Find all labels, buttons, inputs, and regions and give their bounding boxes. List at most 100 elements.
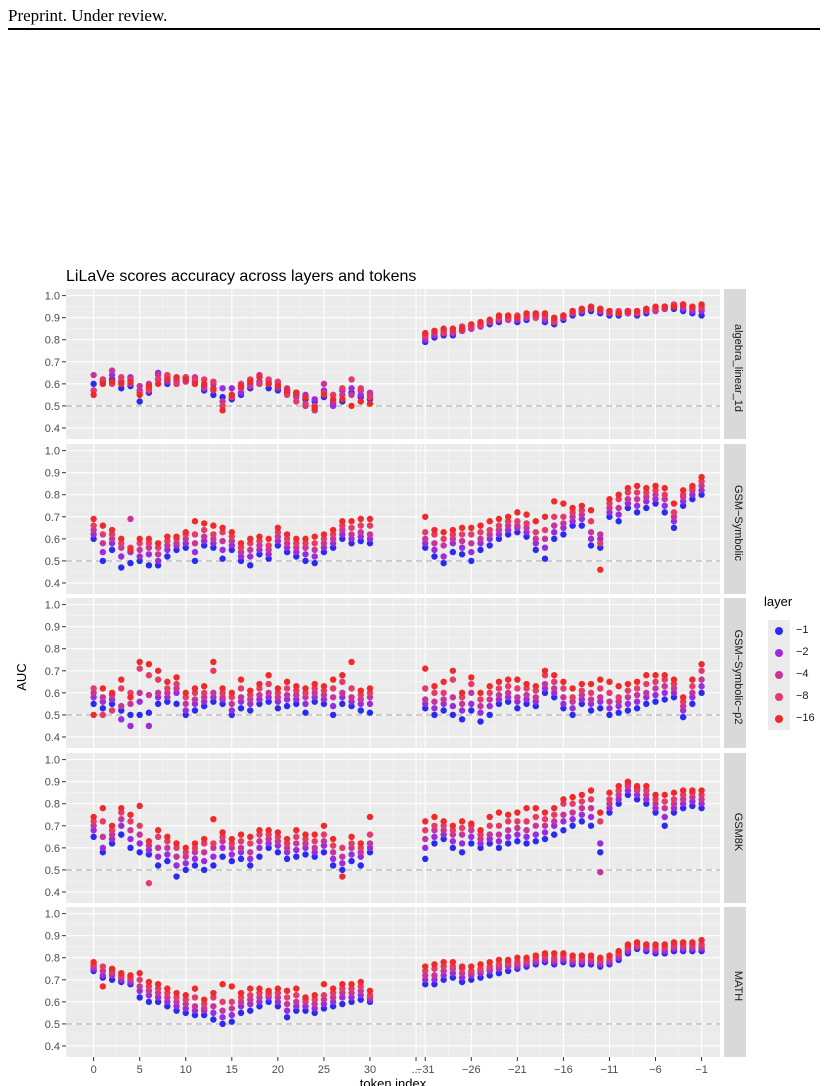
data-point: [495, 696, 503, 703]
data-point: [108, 526, 116, 534]
data-point: [569, 307, 576, 315]
data-point: [293, 985, 300, 992]
data-point: [90, 958, 97, 966]
data-point: [90, 833, 97, 841]
data-point: [495, 956, 503, 964]
data-point: [541, 555, 549, 562]
data-point: [219, 685, 226, 692]
data-point: [431, 531, 438, 538]
data-point: [578, 522, 586, 529]
data-point: [366, 389, 374, 396]
data-point: [283, 391, 291, 399]
data-point: [127, 711, 134, 719]
data-point: [274, 382, 282, 390]
data-point: [643, 800, 650, 807]
data-point: [477, 522, 484, 529]
data-point: [237, 998, 245, 1006]
data-point: [633, 796, 641, 803]
data-point: [302, 694, 309, 701]
data-point: [320, 992, 328, 999]
data-point: [118, 540, 125, 547]
data-point: [182, 849, 189, 856]
data-point: [422, 972, 429, 979]
data-point: [357, 687, 364, 694]
data-point: [679, 698, 687, 705]
data-point: [99, 849, 107, 856]
data-point: [329, 994, 337, 1001]
data-point: [265, 542, 272, 549]
data-point: [191, 380, 199, 388]
data-point: [633, 502, 641, 509]
data-point: [357, 696, 364, 703]
data-point: [108, 535, 116, 543]
data-point: [320, 700, 328, 708]
data-point: [210, 815, 217, 823]
data-point: [210, 862, 217, 869]
data-point: [670, 524, 678, 532]
legend-dot: [775, 627, 783, 635]
data-point: [108, 976, 116, 983]
data-point: [624, 500, 632, 507]
data-point: [191, 696, 199, 703]
data-point: [449, 711, 457, 719]
data-point: [265, 672, 272, 679]
data-point: [200, 533, 208, 540]
data-point: [154, 981, 162, 988]
data-point: [182, 1000, 189, 1008]
data-point: [477, 709, 484, 716]
data-point: [431, 553, 438, 560]
data-point: [247, 862, 254, 869]
data-point: [366, 700, 374, 708]
data-point: [458, 716, 466, 723]
data-point: [164, 698, 171, 705]
data-point: [523, 685, 530, 692]
legend-label: −1: [796, 624, 809, 636]
data-point: [145, 535, 153, 543]
data-point: [237, 557, 245, 565]
data-point: [486, 822, 493, 829]
data-point: [357, 537, 364, 545]
data-point: [615, 787, 622, 794]
data-point: [560, 500, 567, 507]
data-point: [265, 998, 272, 1006]
data-point: [504, 689, 512, 697]
data-point: [182, 689, 189, 697]
data-point: [643, 504, 650, 512]
data-point: [468, 700, 475, 708]
data-point: [624, 504, 632, 512]
data-point: [247, 540, 254, 547]
data-point: [210, 853, 217, 860]
data-point: [219, 853, 226, 860]
data-point: [624, 941, 632, 948]
data-point: [210, 994, 217, 1001]
data-point: [679, 502, 687, 509]
data-point: [247, 1000, 254, 1008]
data-point: [689, 694, 696, 701]
data-point: [302, 1007, 309, 1014]
data-point: [532, 535, 539, 543]
data-point: [486, 840, 493, 847]
data-point: [247, 687, 254, 694]
data-point: [422, 665, 429, 672]
data-point: [311, 689, 318, 697]
data-point: [293, 696, 300, 703]
data-point: [302, 994, 309, 1001]
data-point: [449, 838, 457, 845]
data-point: [348, 685, 355, 692]
data-point: [698, 941, 705, 948]
data-point: [523, 533, 530, 540]
x-tick-label: −21: [508, 1064, 527, 1076]
data-point: [597, 868, 604, 876]
data-point: [293, 393, 300, 401]
data-point: [477, 827, 484, 834]
x-tick-label: 25: [318, 1064, 330, 1076]
data-point: [670, 518, 678, 525]
data-point: [348, 851, 355, 858]
data-point: [468, 557, 475, 565]
data-point: [108, 700, 116, 708]
data-point: [458, 531, 466, 538]
data-point: [440, 818, 447, 825]
data-point: [173, 1003, 180, 1010]
data-point: [154, 998, 162, 1006]
data-point: [670, 689, 678, 697]
